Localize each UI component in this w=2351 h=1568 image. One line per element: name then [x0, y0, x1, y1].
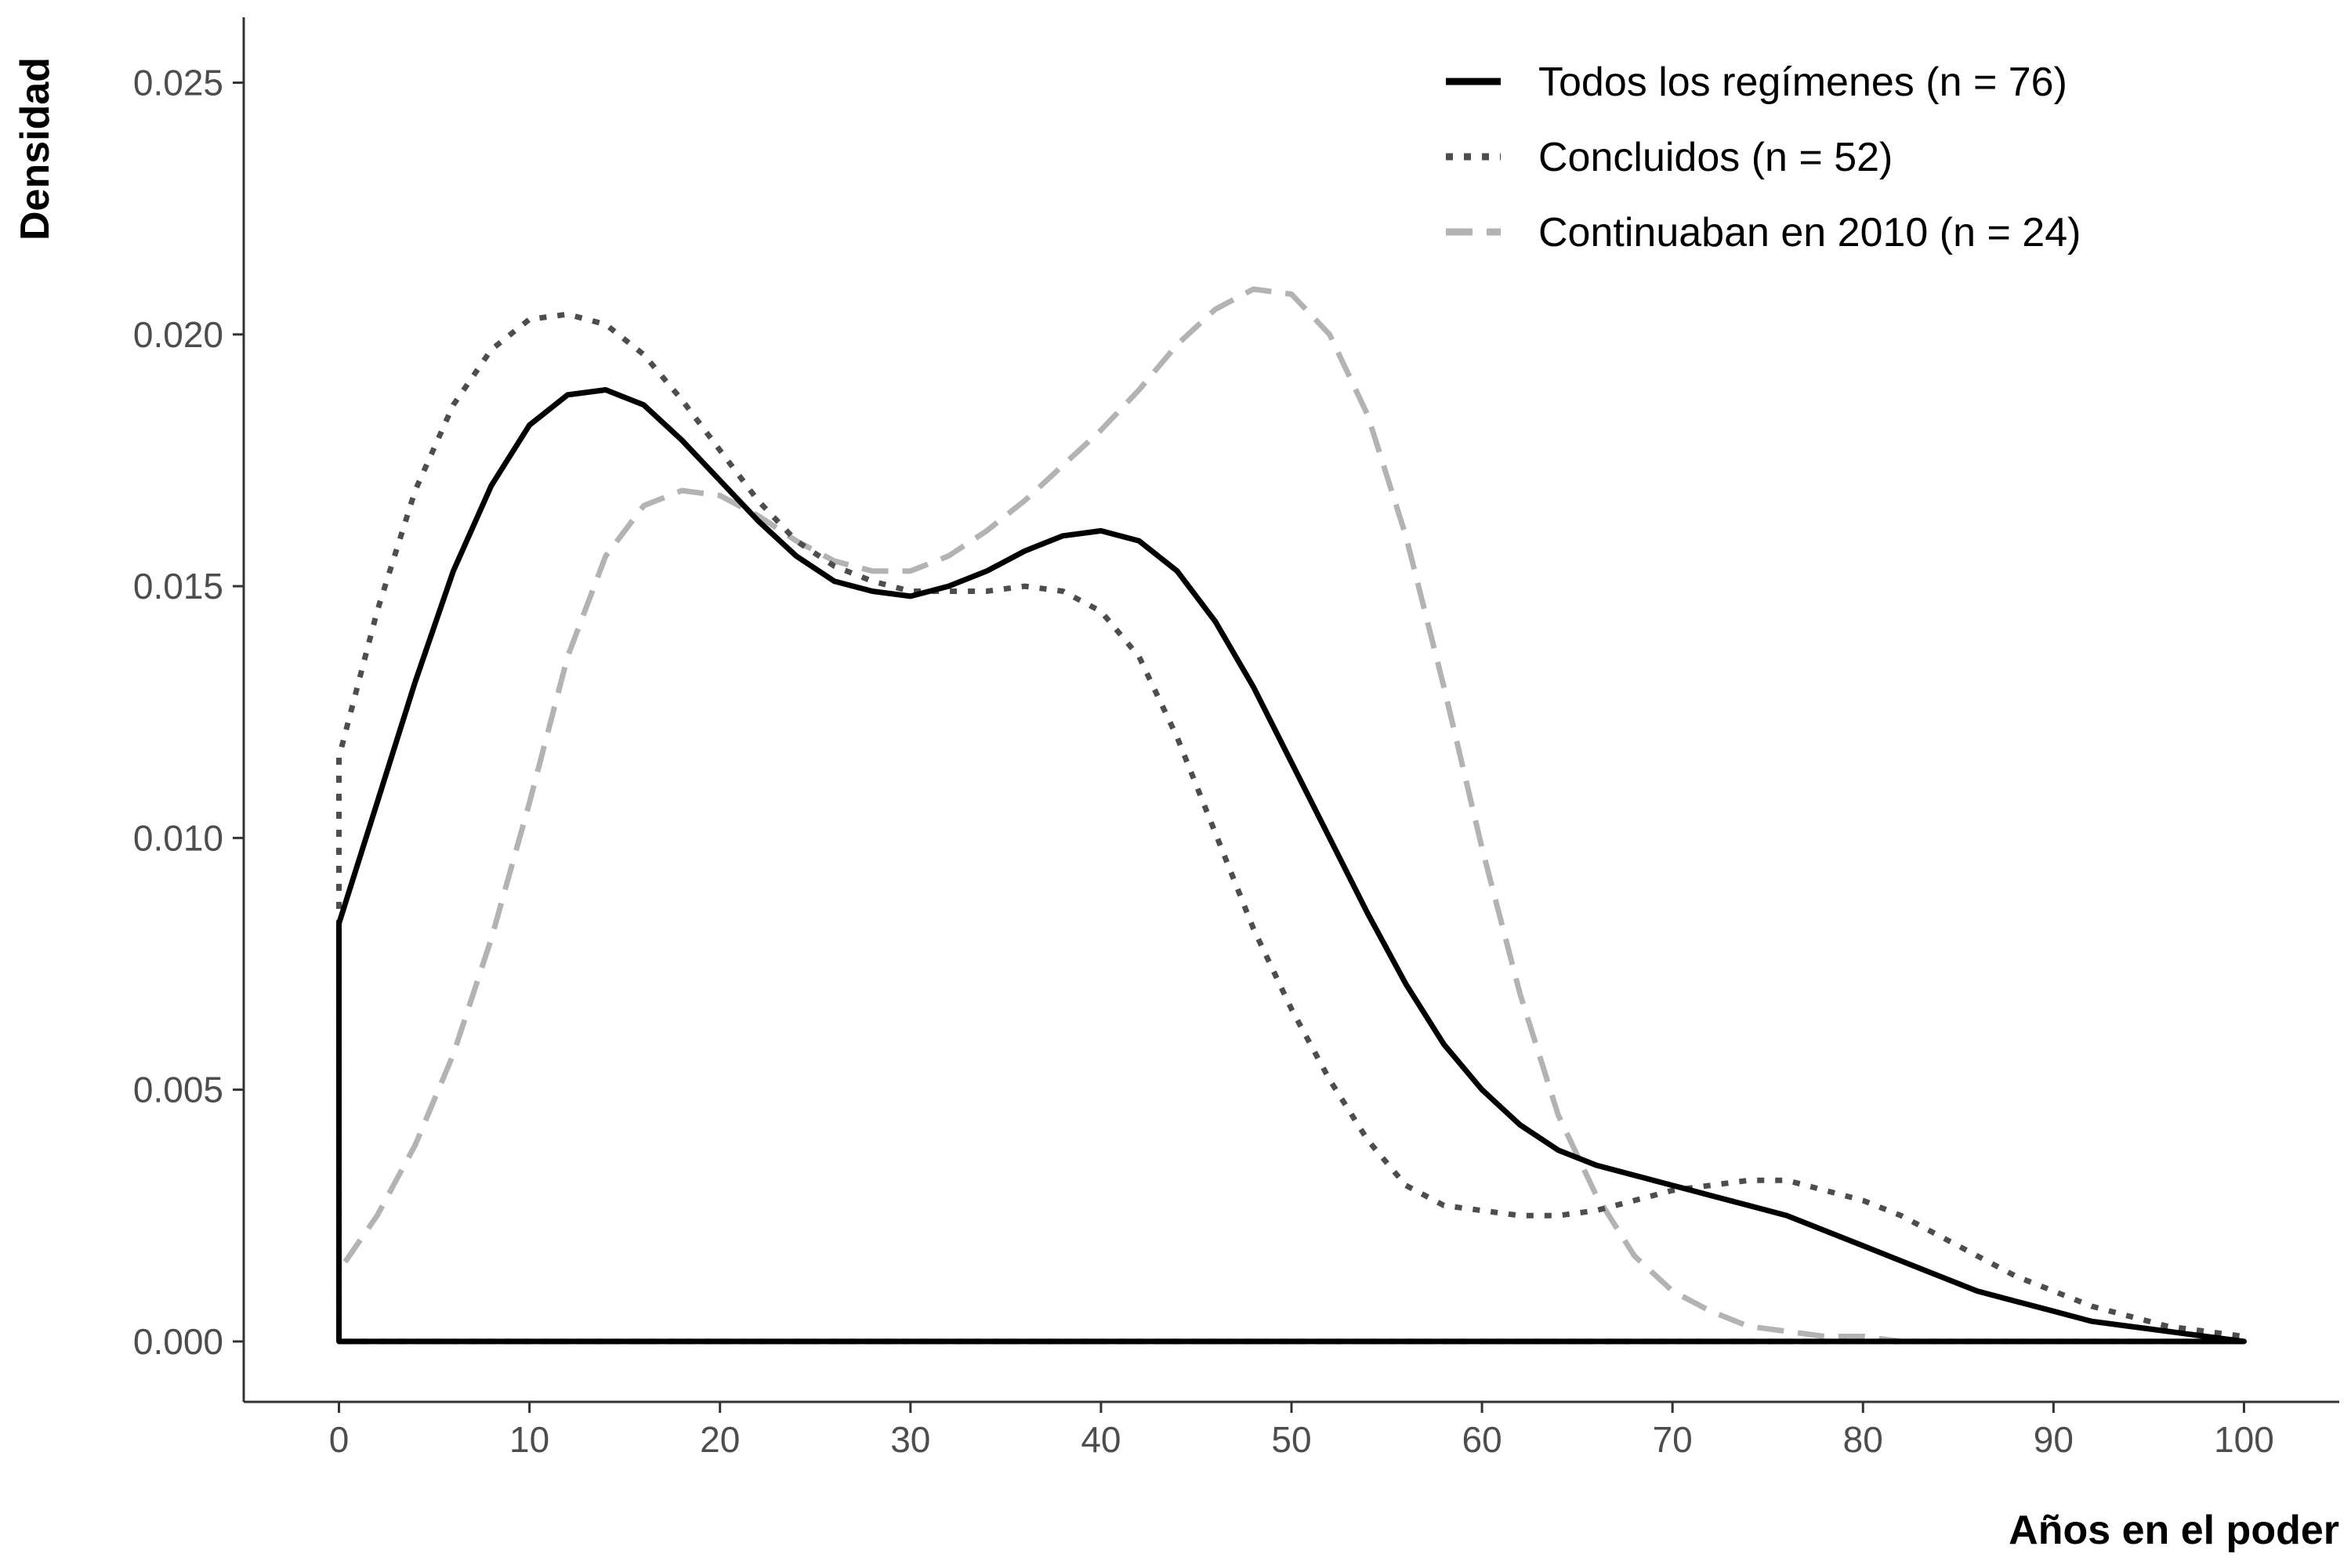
series-line-solid [336, 387, 2247, 1345]
x-tick-label: 80 [1843, 1419, 1883, 1460]
y-tick-label: 0.010 [133, 817, 223, 858]
y-tick-label: 0.005 [133, 1070, 223, 1110]
y-ticks: 0.000 0.005 0.010 0.015 0.020 0.025 [133, 63, 244, 1362]
y-tick-label: 0.015 [133, 566, 223, 607]
y-tick-label: 0.025 [133, 63, 223, 103]
legend: Todos los regímenes (n = 76) Concluidos … [1446, 60, 2081, 255]
x-tick-label: 20 [700, 1419, 740, 1460]
y-axis-title: Densidad [13, 57, 58, 241]
y-tick-label: 0.000 [133, 1321, 223, 1362]
legend-label-concluidos: Concluidos (n = 52) [1538, 135, 1893, 180]
x-axis-title: Años en el poder [2009, 1508, 2339, 1553]
x-tick-label: 50 [1271, 1419, 1311, 1460]
x-ticks: 0 10 20 30 40 50 60 70 80 90 100 [329, 1402, 2274, 1460]
x-tick-label: 40 [1081, 1419, 1121, 1460]
x-tick-label: 10 [509, 1419, 549, 1460]
x-tick-label: 60 [1462, 1419, 1502, 1460]
legend-label-continuaban: Continuaban en 2010 (n = 24) [1538, 210, 2081, 255]
series-line-dotted [336, 311, 2247, 1345]
legend-label-todos: Todos los regímenes (n = 76) [1538, 60, 2067, 105]
x-tick-label: 90 [2034, 1419, 2074, 1460]
x-tick-label: 70 [1653, 1419, 1693, 1460]
x-tick-label: 0 [329, 1419, 350, 1460]
series-line-dashed [336, 286, 2247, 1345]
y-tick-label: 0.020 [133, 314, 223, 355]
x-tick-label: 100 [2214, 1419, 2274, 1460]
x-tick-label: 30 [890, 1419, 930, 1460]
plot-lines [336, 286, 2247, 1345]
